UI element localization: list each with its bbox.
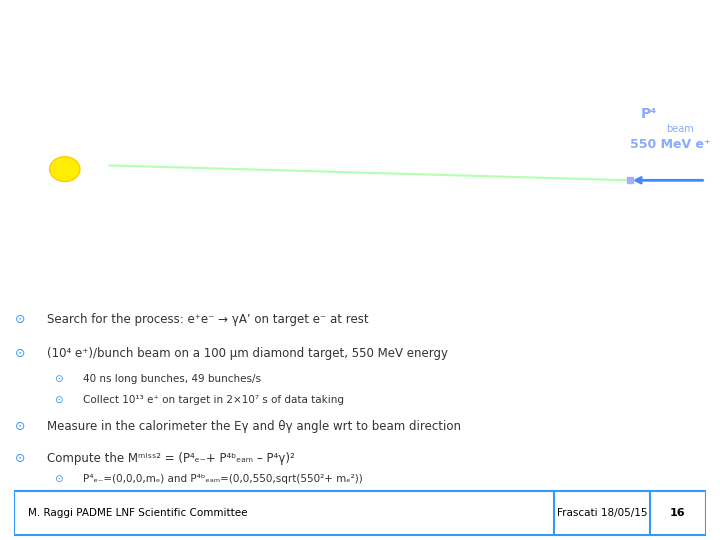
Bar	[45, 207, 63, 221]
Text: Search for the process: e⁺e⁻ → γA’ on target e⁻ at rest: Search for the process: e⁺e⁻ → γA’ on ta…	[47, 313, 369, 326]
Bar	[45, 191, 63, 205]
Bar	[230, 201, 554, 251]
Bar	[86, 191, 104, 205]
Bar	[25, 126, 43, 140]
Text: Collect 10¹³ e⁺ on target in 2×10⁷ s of data taking: Collect 10¹³ e⁺ on target in 2×10⁷ s of …	[83, 395, 344, 405]
Text: M. Raggi PADME LNF Scientific Committee: M. Raggi PADME LNF Scientific Committee	[28, 508, 248, 518]
Bar	[66, 143, 84, 157]
Bar	[25, 158, 43, 173]
Text: 16: 16	[670, 508, 685, 518]
Bar	[66, 126, 84, 140]
Bar	[45, 158, 63, 173]
Text: ⊙: ⊙	[14, 452, 25, 465]
Text: 550 MeV e⁺: 550 MeV e⁺	[630, 138, 711, 151]
Text: Spectrometer: Spectrometer	[344, 220, 441, 233]
Bar	[25, 207, 43, 221]
Text: γ: γ	[112, 97, 121, 112]
Bar	[25, 143, 43, 157]
Bar	[86, 207, 104, 221]
Text: Compute the Mᵐᴵˢˢ² = (P⁴ₑ₋+ P⁴ᵇₑₐₘ – P⁴γ)²: Compute the Mᵐᴵˢˢ² = (P⁴ₑ₋+ P⁴ᵇₑₐₘ – P⁴γ…	[47, 452, 294, 465]
Text: ⊙: ⊙	[14, 420, 25, 433]
Bar	[86, 126, 104, 140]
Text: Measure in the calorimeter the Eγ and θγ angle wrt to beam direction: Measure in the calorimeter the Eγ and θγ…	[47, 420, 461, 433]
Text: P⁴ₑ₋=(0,0,0,mₑ) and P⁴ᵇₑₐₘ=(0,0,550,sqrt(550²+ mₑ²)): P⁴ₑ₋=(0,0,0,mₑ) and P⁴ᵇₑₐₘ=(0,0,550,sqrt…	[83, 474, 363, 483]
Bar	[45, 126, 63, 140]
Bar	[66, 191, 84, 205]
Bar	[66, 110, 84, 124]
Bar	[45, 110, 63, 124]
Text: ⊙: ⊙	[14, 313, 25, 326]
Bar	[86, 158, 104, 173]
Text: $\leftarrow$ A': $\leftarrow$ A'	[184, 256, 219, 271]
Bar	[66, 158, 84, 173]
Text: Spectrometer: Spectrometer	[344, 100, 441, 113]
Ellipse shape	[50, 157, 80, 181]
Bar	[86, 110, 104, 124]
Bar	[25, 110, 43, 124]
Bar	[86, 174, 104, 189]
Text: (10⁴ e⁺)/bunch beam on a 100 μm diamond target, 550 MeV energy: (10⁴ e⁺)/bunch beam on a 100 μm diamond …	[47, 347, 448, 360]
Text: ECal: ECal	[11, 80, 45, 94]
Bar	[86, 143, 104, 157]
Text: P⁴: P⁴	[641, 107, 657, 122]
Bar	[66, 174, 84, 189]
Text: ⊙: ⊙	[54, 474, 63, 483]
Text: C target: C target	[632, 204, 678, 214]
Bar	[25, 174, 43, 189]
Bar	[230, 80, 554, 134]
Text: ⊙: ⊙	[54, 374, 63, 384]
Text: ⊙: ⊙	[54, 395, 63, 405]
Bar	[66, 207, 84, 221]
Text: $M_{miss}^2$: $M_{miss}^2$	[65, 252, 101, 275]
Bar	[45, 174, 63, 189]
Bar	[45, 143, 63, 157]
Text: Frascati 18/05/15: Frascati 18/05/15	[557, 508, 647, 518]
Text: Experimental technique: Experimental technique	[156, 18, 564, 47]
Text: ⊙: ⊙	[14, 347, 25, 360]
Bar	[25, 191, 43, 205]
Text: 40 ns long bunches, 49 bunches/s: 40 ns long bunches, 49 bunches/s	[83, 374, 261, 384]
Text: beam: beam	[666, 124, 694, 134]
